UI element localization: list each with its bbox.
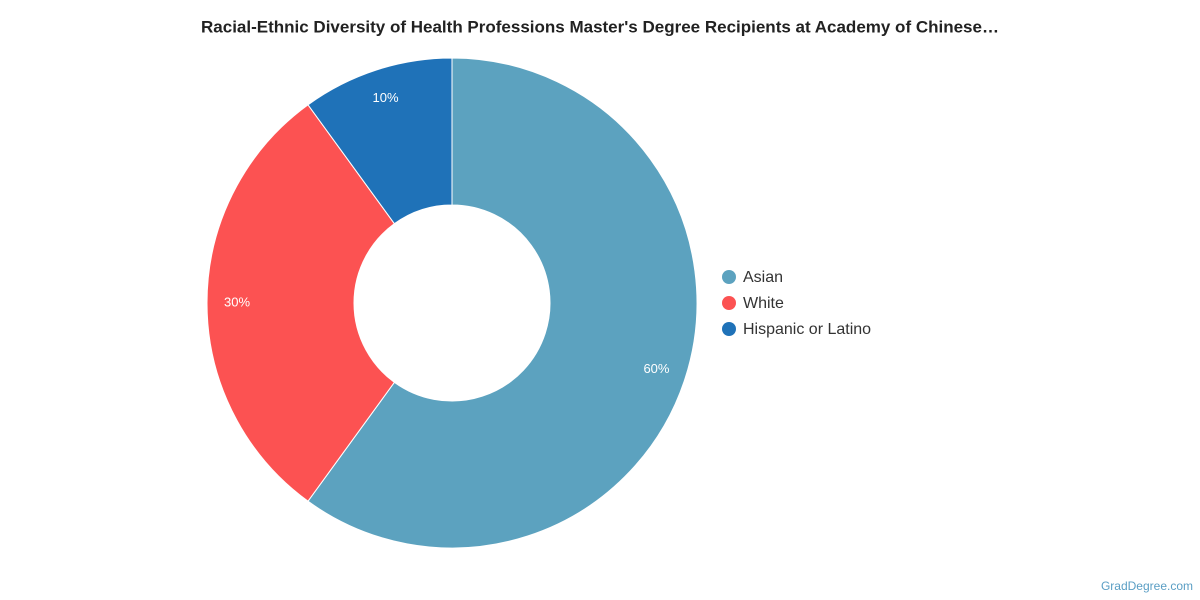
legend-label: Asian: [743, 269, 783, 286]
legend-label: Hispanic or Latino: [743, 321, 871, 338]
slice: [307, 57, 453, 225]
slice: [206, 104, 396, 502]
source-credit[interactable]: GradDegree.com: [1101, 579, 1193, 593]
legend-marker: [722, 322, 736, 336]
legend-marker: [722, 296, 736, 310]
slice: [307, 57, 698, 549]
chart-title: Racial-Ethnic Diversity of Health Profes…: [201, 17, 999, 36]
data-label: 10%: [373, 90, 399, 105]
legend-label: White: [743, 295, 784, 312]
legend-marker: [722, 270, 736, 284]
data-label: 30%: [224, 294, 250, 309]
data-label: 60%: [643, 361, 669, 376]
